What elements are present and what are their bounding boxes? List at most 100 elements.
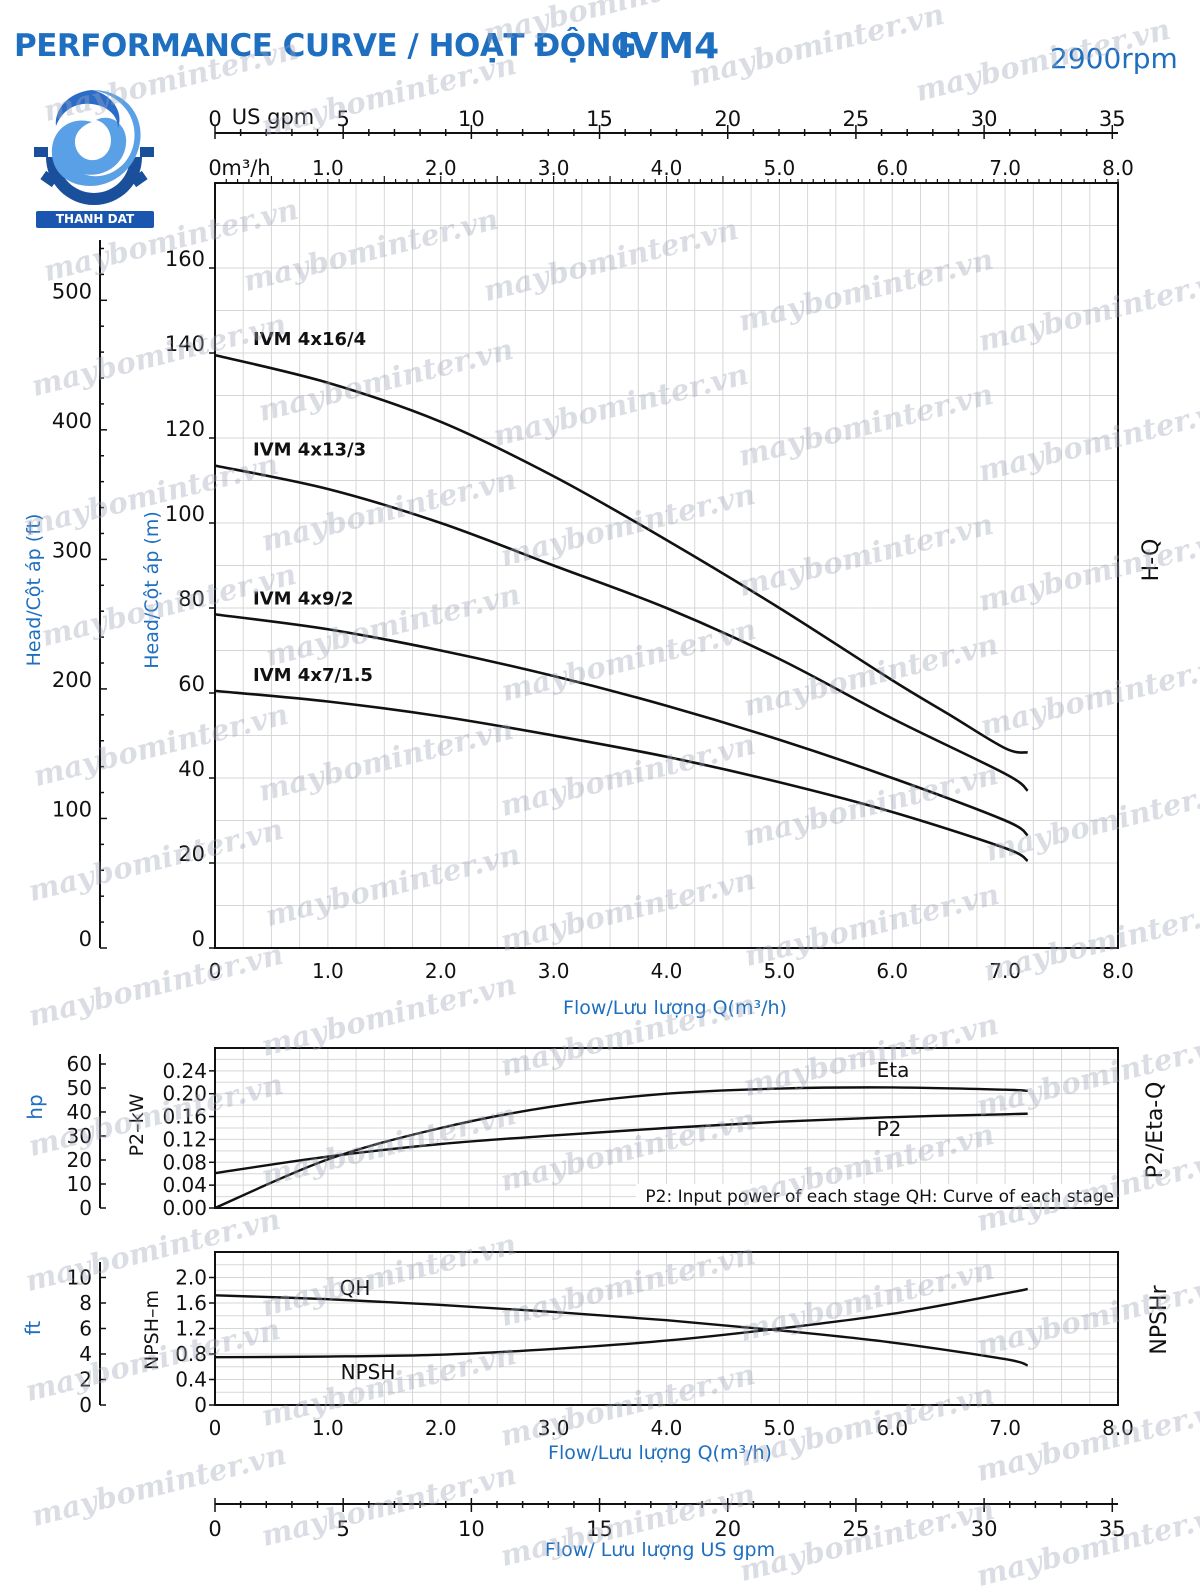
pe-note: P2: Input power of each stage QH: Curve … bbox=[645, 1187, 1114, 1207]
np-m-tick-label: 0.8 bbox=[175, 1342, 207, 1366]
pe-hp-tick-label: 20 bbox=[67, 1148, 92, 1172]
p2-curve-label: P2 bbox=[877, 1117, 902, 1141]
top-usgpm-tick-label: 15 bbox=[586, 107, 613, 131]
hq-y-tick-label: 0 bbox=[192, 927, 205, 951]
np-x-tick-label: 2.0 bbox=[425, 1416, 457, 1440]
hq-x-axis-title: Flow/Lưu lượng Q(m³/h) bbox=[563, 997, 787, 1019]
top-usgpm-tick-label: 5 bbox=[336, 107, 349, 131]
pe-kw-tick-label: 0.16 bbox=[162, 1105, 207, 1129]
pump-model: IVM4 bbox=[617, 26, 720, 67]
pe-hp-tick-label: 30 bbox=[67, 1124, 92, 1148]
pe-hp-axis-title: hp bbox=[23, 1094, 47, 1119]
npsh-curve bbox=[214, 1287, 1028, 1359]
pe-hp-tick-label: 0 bbox=[79, 1196, 92, 1220]
hq-curve-4x7-1-5-label: IVM 4x7/1.5 bbox=[253, 665, 373, 686]
bottom-usgpm-axis-title: Flow/ Lưu lượng US gpm bbox=[545, 1539, 775, 1561]
top-usgpm-tick-label: 35 bbox=[1099, 107, 1126, 131]
qh-curve bbox=[214, 1294, 1029, 1367]
hq-ft-axis-title: Head/Cột áp (ft) bbox=[23, 514, 45, 667]
thanh-dat-logo bbox=[34, 90, 154, 205]
top-usgpm-unit: US gpm bbox=[232, 105, 315, 129]
hq-x-tick-label: 7.0 bbox=[989, 959, 1021, 983]
hq-curve-4x13-3-label: IVM 4x13/3 bbox=[253, 440, 366, 461]
hq-curve-4x9-2-label: IVM 4x9/2 bbox=[253, 588, 354, 609]
np-x-tick-label: 8.0 bbox=[1102, 1416, 1134, 1440]
pe-hp-tick-label: 10 bbox=[67, 1172, 92, 1196]
hq-x-tick-label: 8.0 bbox=[1102, 959, 1134, 983]
hq-x-tick-label: 0 bbox=[209, 959, 222, 983]
top-m3h-tick-label: 4.0 bbox=[651, 156, 683, 180]
hq-curve-4x13-3 bbox=[214, 464, 1029, 792]
hq-m-axis-title: Head/Cột áp (m) bbox=[141, 511, 163, 669]
bottom-usgpm-tick-label: 20 bbox=[714, 1517, 741, 1541]
pe-kw-axis-title: P2–kW bbox=[126, 1093, 148, 1156]
gear-icon bbox=[34, 147, 154, 205]
top-usgpm-tick-label: 0 bbox=[208, 107, 221, 131]
hq-curve-4x16-4 bbox=[214, 353, 1028, 754]
npsh-curve-label: NPSH bbox=[341, 1360, 396, 1384]
np-ft-tick-label: 2 bbox=[79, 1367, 92, 1391]
hq-y-tick-label: 60 bbox=[178, 672, 205, 696]
top-m3h-tick-label: 0 bbox=[208, 156, 221, 180]
np-x-tick-label: 6.0 bbox=[876, 1416, 908, 1440]
hq-ft-tick-label: 200 bbox=[52, 668, 92, 692]
bottom-usgpm-tick-label: 5 bbox=[336, 1517, 349, 1541]
logo-text: THANH DAT bbox=[36, 211, 154, 228]
pe-kw-tick-label: 0.20 bbox=[162, 1082, 207, 1106]
hq-ft-tick-label: 0 bbox=[79, 927, 92, 951]
hq-side-label: H-Q bbox=[1139, 539, 1164, 582]
np-x-axis-title: Flow/Lưu lượng Q(m³/h) bbox=[548, 1442, 772, 1464]
hq-y-tick-label: 160 bbox=[165, 247, 205, 271]
np-m-axis-title: NPSH–m bbox=[141, 1290, 163, 1370]
np-m-tick-label: 1.2 bbox=[175, 1317, 207, 1341]
top-m3h-tick-label: 8.0 bbox=[1102, 156, 1134, 180]
speed-rpm: 2900rpm bbox=[1050, 42, 1178, 75]
hq-ft-tick-label: 500 bbox=[52, 279, 92, 303]
pe-kw-tick-label: 0.08 bbox=[162, 1150, 207, 1174]
hq-x-tick-label: 6.0 bbox=[876, 959, 908, 983]
np-x-tick-label: 7.0 bbox=[989, 1416, 1021, 1440]
bottom-usgpm-tick-label: 0 bbox=[208, 1517, 221, 1541]
top-usgpm-tick-label: 20 bbox=[714, 107, 741, 131]
np-x-tick-label: 5.0 bbox=[763, 1416, 795, 1440]
bottom-usgpm-tick-label: 35 bbox=[1099, 1517, 1126, 1541]
top-m3h-tick-label: 7.0 bbox=[989, 156, 1021, 180]
hq-y-tick-label: 140 bbox=[165, 332, 205, 356]
hq-curve-4x16-4-label: IVM 4x16/4 bbox=[253, 329, 366, 350]
hq-x-tick-label: 3.0 bbox=[538, 959, 570, 983]
top-m3h-tick-label: 6.0 bbox=[876, 156, 908, 180]
pe-plot-frame bbox=[214, 1047, 1119, 1209]
top-m3h-tick-label: 3.0 bbox=[538, 156, 570, 180]
pe-hp-tick-label: 40 bbox=[67, 1100, 92, 1124]
np-ft-tick-label: 8 bbox=[79, 1291, 92, 1315]
bottom-usgpm-tick-label: 25 bbox=[843, 1517, 870, 1541]
top-m3h-tick-label: 5.0 bbox=[763, 156, 795, 180]
np-m-tick-label: 0.4 bbox=[175, 1368, 207, 1392]
np-ft-tick-label: 10 bbox=[67, 1265, 92, 1289]
np-side-label: NPSHr bbox=[1147, 1284, 1172, 1354]
pe-note-box bbox=[636, 1184, 1117, 1207]
bottom-usgpm-tick-label: 10 bbox=[458, 1517, 485, 1541]
p2-curve bbox=[214, 1112, 1028, 1175]
bottom-usgpm-tick-label: 15 bbox=[586, 1517, 613, 1541]
hq-y-tick-label: 120 bbox=[165, 417, 205, 441]
np-m-tick-label: 1.6 bbox=[175, 1291, 207, 1315]
np-ft-tick-label: 0 bbox=[79, 1393, 92, 1417]
hq-y-tick-label: 80 bbox=[178, 587, 205, 611]
pe-kw-tick-label: 0.00 bbox=[162, 1196, 207, 1220]
hq-ft-tick-label: 400 bbox=[52, 409, 92, 433]
np-ft-axis-title: ft bbox=[21, 1321, 45, 1336]
np-x-tick-label: 4.0 bbox=[651, 1416, 683, 1440]
np-x-tick-label: 0 bbox=[209, 1416, 222, 1440]
hq-x-tick-label: 2.0 bbox=[425, 959, 457, 983]
hq-curve-4x9-2 bbox=[214, 613, 1029, 837]
eta-curve bbox=[214, 1086, 1028, 1210]
hq-y-tick-label: 20 bbox=[178, 842, 205, 866]
np-ft-tick-label: 6 bbox=[79, 1316, 92, 1340]
hq-ft-tick-label: 300 bbox=[52, 538, 92, 562]
hq-x-tick-label: 1.0 bbox=[312, 959, 344, 983]
hq-curve-4x7-1-5 bbox=[214, 689, 1029, 863]
np-x-tick-label: 3.0 bbox=[538, 1416, 570, 1440]
